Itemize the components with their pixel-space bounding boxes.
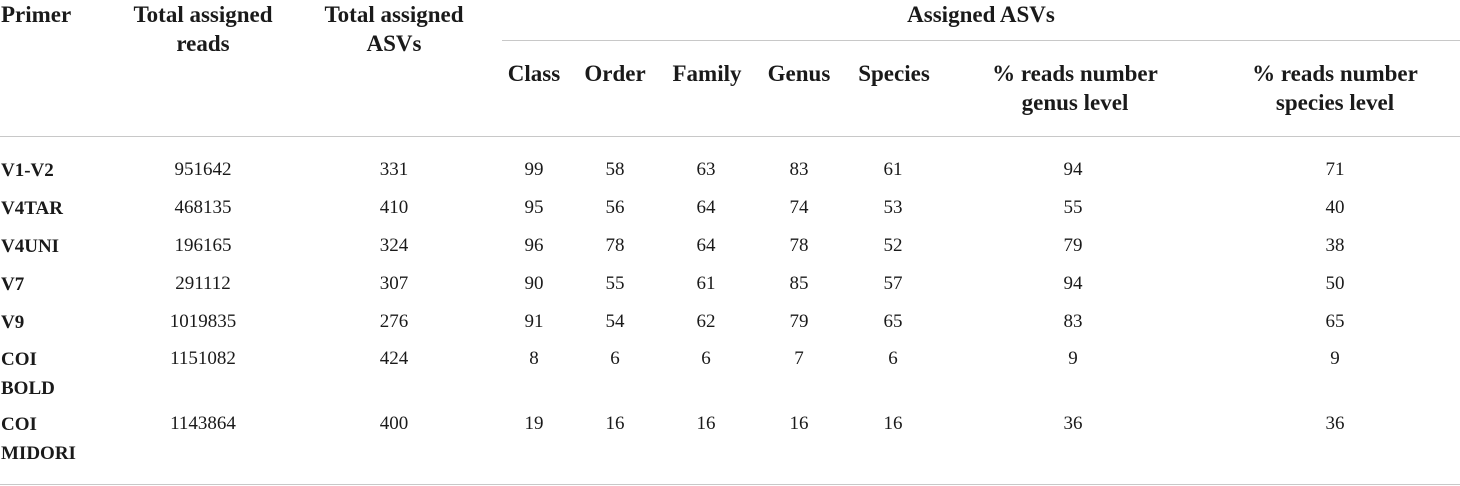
- cell-class: 91: [524, 311, 544, 332]
- row-primer-line: V4TAR: [1, 198, 63, 219]
- cell-order: 58: [605, 159, 625, 180]
- header-pct-genus: % reads number genus level: [992, 61, 1158, 115]
- cell-asvs: 410: [379, 197, 409, 218]
- cell-order: 55: [605, 273, 625, 294]
- cell-pct-genus: 94: [1063, 159, 1083, 180]
- cell-pct-species: 65: [1325, 311, 1345, 332]
- cell-pct-species: 40: [1325, 197, 1345, 218]
- row-primer-line: V7: [1, 274, 25, 295]
- cell-order: 16: [605, 413, 625, 434]
- row-primer-label: V9: [1, 308, 24, 337]
- cell-species: 52: [883, 235, 903, 256]
- cell-genus: 7: [794, 348, 804, 369]
- cell-family: 61: [696, 273, 716, 294]
- row-primer-label: V1-V2: [1, 156, 54, 185]
- header-assigned-asvs: Assigned ASVs: [907, 2, 1055, 27]
- cell-family: 6: [701, 348, 711, 369]
- cell-species: 61: [883, 159, 903, 180]
- cell-genus: 78: [789, 235, 809, 256]
- cell-species: 57: [883, 273, 903, 294]
- header-primer: Primer: [1, 2, 72, 27]
- cell-pct-species: 9: [1330, 348, 1340, 369]
- cell-class: 99: [524, 159, 544, 180]
- cell-class: 95: [524, 197, 544, 218]
- cell-reads: 468135: [174, 197, 232, 218]
- cell-order: 54: [605, 311, 625, 332]
- header-class: Class: [507, 61, 561, 86]
- cell-pct-genus: 94: [1063, 273, 1083, 294]
- header-total-asvs: Total assigned ASVs: [324, 2, 464, 56]
- cell-species: 6: [888, 348, 898, 369]
- row-primer-label: V4TAR: [1, 194, 63, 223]
- cell-asvs: 307: [379, 273, 409, 294]
- row-primer-label: COI BOLD: [1, 345, 55, 403]
- cell-asvs: 331: [379, 159, 409, 180]
- cell-pct-genus: 83: [1063, 311, 1083, 332]
- cell-class: 19: [524, 413, 544, 434]
- header-total-reads: Total assigned reads: [133, 2, 273, 56]
- cell-reads: 1143864: [170, 413, 236, 434]
- header-pct-species: % reads number species level: [1252, 61, 1418, 115]
- header-family: Family: [672, 61, 742, 86]
- cell-family: 63: [696, 159, 716, 180]
- header-rule-assigned: [502, 40, 1460, 41]
- header-species: Species: [858, 61, 930, 86]
- cell-order: 6: [610, 348, 620, 369]
- cell-species: 16: [883, 413, 903, 434]
- cell-genus: 16: [789, 413, 809, 434]
- cell-pct-genus: 55: [1063, 197, 1083, 218]
- cell-order: 78: [605, 235, 625, 256]
- cell-genus: 74: [789, 197, 809, 218]
- cell-reads: 951642: [174, 159, 232, 180]
- cell-asvs: 324: [379, 235, 409, 256]
- cell-asvs: 400: [379, 413, 409, 434]
- cell-class: 8: [529, 348, 539, 369]
- row-primer-line: V4UNI: [1, 236, 60, 257]
- cell-family: 64: [696, 197, 716, 218]
- row-primer-label: V4UNI: [1, 232, 59, 261]
- cell-pct-genus: 36: [1063, 413, 1083, 434]
- cell-pct-species: 38: [1325, 235, 1345, 256]
- cell-reads: 1151082: [170, 348, 236, 369]
- cell-pct-species: 50: [1325, 273, 1345, 294]
- cell-class: 90: [524, 273, 544, 294]
- cell-reads: 1019835: [169, 311, 237, 332]
- header-rule-bottom: [0, 136, 1460, 137]
- cell-asvs: 276: [379, 311, 409, 332]
- cell-reads: 291112: [175, 273, 231, 294]
- cell-pct-genus: 9: [1068, 348, 1078, 369]
- cell-species: 53: [883, 197, 903, 218]
- row-primer-label: COI MIDORI: [1, 410, 76, 468]
- row-primer-label: V7: [1, 270, 24, 299]
- cell-pct-species: 36: [1325, 413, 1345, 434]
- row-primer-line: V1-V2: [1, 160, 54, 181]
- cell-family: 16: [696, 413, 716, 434]
- cell-species: 65: [883, 311, 903, 332]
- cell-reads: 196165: [174, 235, 232, 256]
- cell-genus: 79: [789, 311, 809, 332]
- cell-asvs: 424: [379, 348, 409, 369]
- header-order: Order: [584, 61, 646, 86]
- cell-family: 62: [696, 311, 716, 332]
- cell-genus: 85: [789, 273, 809, 294]
- row-primer-line: MIDORI: [1, 443, 76, 464]
- table-bottom-rule: [0, 484, 1460, 485]
- cell-class: 96: [524, 235, 544, 256]
- row-primer-line: V9: [1, 312, 25, 333]
- row-primer-line: COI: [1, 349, 37, 370]
- cell-family: 64: [696, 235, 716, 256]
- header-genus: Genus: [767, 61, 831, 86]
- cell-order: 56: [605, 197, 625, 218]
- cell-pct-genus: 79: [1063, 235, 1083, 256]
- row-primer-line: BOLD: [1, 378, 55, 399]
- cell-genus: 83: [789, 159, 809, 180]
- cell-pct-species: 71: [1325, 159, 1345, 180]
- row-primer-line: COI: [1, 414, 37, 435]
